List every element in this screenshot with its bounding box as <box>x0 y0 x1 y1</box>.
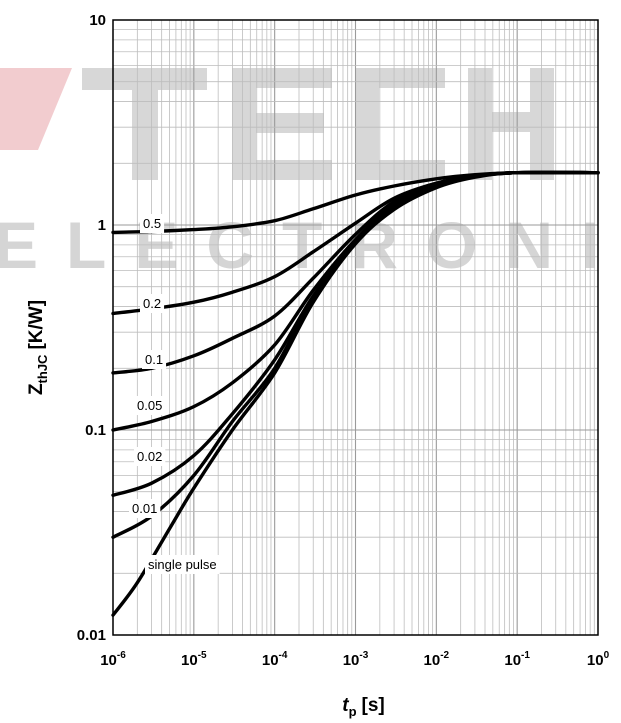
curve-label-text: single pulse <box>148 557 217 572</box>
curve-label-bg <box>134 447 166 466</box>
x-tick-exp: -1 <box>521 650 530 661</box>
curve-label-bg <box>134 396 166 415</box>
y-axis-title-var: Z <box>26 383 47 395</box>
x-tick-base: 10 <box>181 652 198 669</box>
x-tick-labels: 10-6 10-5 10-4 10-3 10-2 10-1 100 <box>100 650 609 669</box>
curve-label-bg <box>140 294 165 313</box>
curve-label: 0.02 <box>134 447 166 466</box>
curve-label: 0.1 <box>142 350 167 369</box>
chart-grid <box>112 20 598 636</box>
x-tick-exp: -5 <box>198 650 207 661</box>
x-axis-title: tp [s] <box>342 695 385 719</box>
x-tick-label: 10-5 <box>181 650 207 669</box>
y-tick-label: 10 <box>89 12 106 29</box>
x-tick-label: 100 <box>587 650 610 669</box>
curve-label: single pulse <box>145 555 220 574</box>
curve-label-text: 0.5 <box>143 216 161 231</box>
x-tick-base: 10 <box>262 652 279 669</box>
curve-label: 0.5 <box>140 214 165 233</box>
x-tick-exp: 0 <box>604 650 610 661</box>
curve-label-bg <box>140 214 165 233</box>
x-axis-title-unit: [s] <box>362 695 385 716</box>
x-tick-label: 10-4 <box>262 650 288 669</box>
x-tick-base: 10 <box>587 652 604 669</box>
x-tick-label: 10-2 <box>424 650 450 669</box>
watermark-logo: ELECTRONIC <box>0 68 621 282</box>
curve-label-bg <box>145 555 220 574</box>
curve-line <box>111 170 600 617</box>
curve-label: 0.01 <box>129 499 161 518</box>
curve-label: 0.05 <box>134 396 166 415</box>
x-tick-label: 10-6 <box>100 650 126 669</box>
plot-frame <box>112 19 599 636</box>
curve-label-text: 0.1 <box>145 352 163 367</box>
y-tick-label: 0.1 <box>85 422 106 439</box>
curve-label-text: 0.01 <box>132 501 157 516</box>
x-tick-base: 10 <box>100 652 117 669</box>
x-tick-base: 10 <box>504 652 521 669</box>
y-axis-title-unit: [K/W] <box>26 300 47 350</box>
curve-label-text: 0.2 <box>143 296 161 311</box>
watermark-logo-mark <box>0 68 72 150</box>
y-tick-labels: 0.01 0.1 1 10 <box>77 12 106 644</box>
x-tick-exp: -4 <box>279 650 288 661</box>
y-axis-title-sub: thJC <box>35 354 50 384</box>
y-tick-label: 0.01 <box>77 627 106 644</box>
curve-label-text: 0.05 <box>137 398 162 413</box>
x-tick-base: 10 <box>343 652 360 669</box>
x-tick-label: 10-1 <box>504 650 530 669</box>
curve-label-text: 0.02 <box>137 449 162 464</box>
x-tick-base: 10 <box>424 652 441 669</box>
curve-label-bg <box>129 499 161 518</box>
x-tick-label: 10-3 <box>343 650 369 669</box>
x-tick-exp: -3 <box>359 650 368 661</box>
x-axis-title-sub: p <box>349 704 357 719</box>
x-axis-title-var: t <box>342 695 349 716</box>
curve-label: 0.2 <box>140 294 165 313</box>
curve-label-bg <box>142 350 167 369</box>
x-tick-exp: -6 <box>117 650 126 661</box>
chart-curve-labels: 0.5 0.2 0.1 0.05 0.02 0.01 single pulse <box>129 214 220 574</box>
x-tick-exp: -2 <box>440 650 449 661</box>
chart-curves <box>111 170 600 617</box>
y-tick-label: 1 <box>98 217 106 234</box>
y-axis-title: ZthJC [K/W] <box>26 300 50 395</box>
